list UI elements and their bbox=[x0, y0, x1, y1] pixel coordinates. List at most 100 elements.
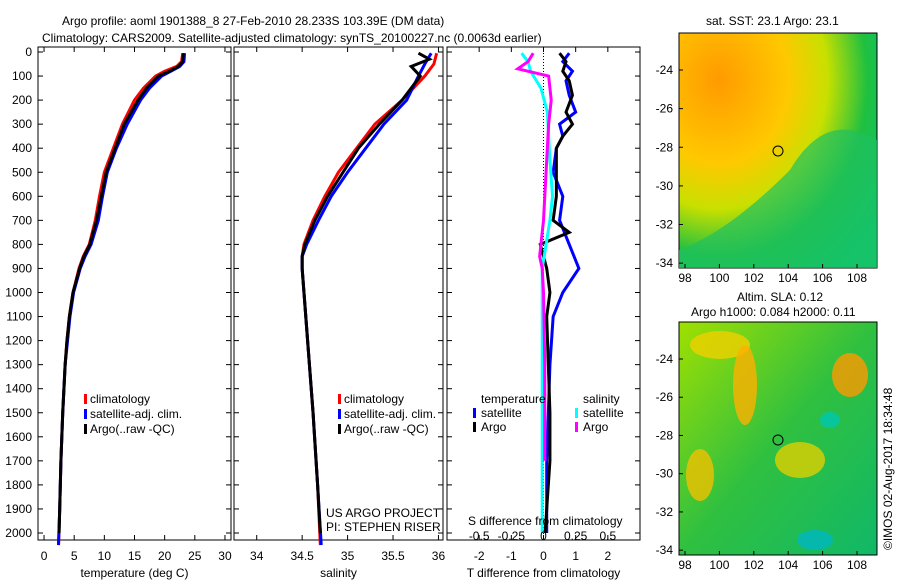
y-tick-label: 1300 bbox=[5, 358, 32, 372]
x-tick-label: -2 bbox=[474, 549, 485, 563]
legend-swatch bbox=[473, 422, 476, 432]
map-y-tick-label: -24 bbox=[656, 63, 674, 77]
sst-map bbox=[678, 32, 878, 269]
legend-label: Argo bbox=[481, 420, 507, 434]
legend-swatch bbox=[84, 394, 87, 404]
legend-header: temperature bbox=[481, 392, 546, 406]
y-tick-label: 1200 bbox=[5, 334, 32, 348]
legend-swatch bbox=[473, 408, 476, 418]
legend-swatch bbox=[338, 394, 341, 404]
y-tick-label: 1100 bbox=[6, 310, 32, 324]
imos-stamp: ©IMOS 02-Aug-2017 18:34:48 bbox=[881, 387, 895, 550]
legend-swatch bbox=[338, 409, 341, 419]
map-y-tick-label: -26 bbox=[656, 102, 674, 116]
legend-label: satellite-adj. clim. bbox=[344, 407, 436, 421]
legend-swatch bbox=[575, 408, 578, 418]
y-tick-label: 1900 bbox=[5, 502, 32, 516]
series-line-salinity-argo bbox=[514, 52, 553, 461]
difference-panel: -2 -1 0 1 2 T difference from climatology temp… bbox=[446, 46, 641, 580]
series-line-argo-raw-qc- bbox=[300, 51, 433, 534]
series-line-argo-raw-qc- bbox=[57, 53, 185, 534]
x-tick-label-2: 0.25 bbox=[564, 529, 588, 543]
x-tick-label: 5 bbox=[71, 549, 78, 563]
argo-location-marker bbox=[772, 434, 784, 446]
x-tick-label: 34.5 bbox=[290, 549, 314, 563]
legend-label: satellite-adj. clim. bbox=[90, 407, 182, 421]
credit-line-2: PI: STEPHEN RISER bbox=[326, 520, 441, 534]
x-tick-label: 36 bbox=[432, 549, 446, 563]
y-tick-label: 200 bbox=[12, 93, 32, 107]
series-line-climatology bbox=[57, 52, 185, 546]
x-tick-label-2: -0.25 bbox=[498, 529, 526, 543]
y-tick-label: 900 bbox=[12, 261, 32, 275]
y-tick-label: 0 bbox=[25, 45, 32, 59]
map-x-tick-label: 108 bbox=[847, 271, 867, 285]
map-x-tick-label: 102 bbox=[744, 271, 764, 285]
map-0-axes: 98 100 102 104 106 108 -24 -26 -28 -30 -32 -34 bbox=[656, 63, 868, 285]
map-x-tick-label: 108 bbox=[847, 558, 867, 572]
x-tick-label: 2 bbox=[604, 549, 611, 563]
y-tick-label: 1000 bbox=[5, 286, 32, 300]
map-y-tick-label: -34 bbox=[656, 256, 674, 270]
title-line-1: Argo profile: aoml 1901388_8 27-Feb-2010… bbox=[62, 14, 444, 28]
y-tick-label: 1600 bbox=[5, 430, 32, 444]
x-axis-label: temperature (deg C) bbox=[80, 566, 188, 580]
y-tick-label: 600 bbox=[12, 189, 32, 203]
legend-swatch bbox=[84, 409, 87, 419]
plot-frame bbox=[233, 46, 444, 541]
legend-swatch bbox=[338, 424, 341, 434]
map-x-tick-label: 100 bbox=[709, 271, 729, 285]
legend-header: salinity bbox=[583, 392, 620, 406]
x-tick-label-2: -0.5 bbox=[469, 529, 490, 543]
map-y-tick-label: -30 bbox=[656, 467, 674, 481]
x-tick-label: 10 bbox=[98, 549, 112, 563]
x-tick-label-2: 0 bbox=[540, 529, 547, 543]
y-tick-label: 400 bbox=[12, 141, 32, 155]
sla-map bbox=[678, 321, 878, 556]
map-y-tick-label: -32 bbox=[656, 505, 674, 519]
map-1-axes: 98 100 102 104 106 108 -24 -26 -28 -30 -32 -34 bbox=[656, 352, 868, 572]
legend-label: climatology bbox=[90, 392, 150, 406]
sla-map-title-2: Argo h1000: 0.084 h2000: 0.11 bbox=[691, 305, 856, 319]
y-tick-label: 800 bbox=[12, 237, 32, 251]
legend-swatch bbox=[575, 422, 578, 432]
map-y-tick-label: -28 bbox=[656, 428, 674, 442]
y-tick-label: 2000 bbox=[5, 526, 32, 540]
map-y-tick-label: -24 bbox=[656, 352, 674, 366]
map-x-tick-label: 100 bbox=[709, 558, 729, 572]
x-tick-label: 20 bbox=[158, 549, 172, 563]
map-x-tick-label: 106 bbox=[813, 558, 833, 572]
map-x-tick-label: 104 bbox=[778, 558, 798, 572]
x-tick-label: 35 bbox=[341, 549, 355, 563]
temperature-panel: 0 5 10 15 20 25 30 temperature (deg C) 0 100 200 30… bbox=[5, 45, 232, 580]
legend-label: satellite bbox=[583, 406, 624, 420]
x-tick-label-2: 0.5 bbox=[599, 529, 616, 543]
sst-map-title: sat. SST: 23.1 Argo: 23.1 bbox=[706, 14, 839, 28]
legend-label: Argo bbox=[583, 420, 609, 434]
y-tick-label: 100 bbox=[12, 69, 32, 83]
x-tick-label: 34 bbox=[250, 549, 264, 563]
x-tick-label: 15 bbox=[128, 549, 142, 563]
map-x-tick-label: 104 bbox=[778, 271, 798, 285]
x-axis-label: T difference from climatology bbox=[467, 566, 621, 580]
legend-swatch bbox=[84, 424, 87, 434]
legend-label: Argo(..raw -QC) bbox=[344, 422, 429, 436]
x-tick-label: 25 bbox=[188, 549, 202, 563]
x-axis-label-2: S difference from climatology bbox=[468, 514, 623, 528]
x-axis-label: salinity bbox=[320, 566, 357, 580]
y-tick-label: 500 bbox=[12, 165, 32, 179]
y-tick-label: 1400 bbox=[5, 382, 32, 396]
x-tick-label: 30 bbox=[218, 549, 232, 563]
series-line-temperature-argo bbox=[538, 52, 575, 534]
legend-label: climatology bbox=[344, 392, 404, 406]
map-y-tick-label: -28 bbox=[656, 140, 674, 154]
legend-label: satellite bbox=[481, 406, 522, 420]
x-tick-label: 35.5 bbox=[381, 549, 405, 563]
y-tick-label: 300 bbox=[12, 117, 32, 131]
x-tick-label: -1 bbox=[506, 549, 517, 563]
map-y-tick-label: -32 bbox=[656, 218, 674, 232]
series-line-climatology bbox=[300, 52, 439, 546]
credit-line-1: US ARGO PROJECT bbox=[326, 506, 441, 520]
map-x-tick-label: 102 bbox=[744, 558, 764, 572]
